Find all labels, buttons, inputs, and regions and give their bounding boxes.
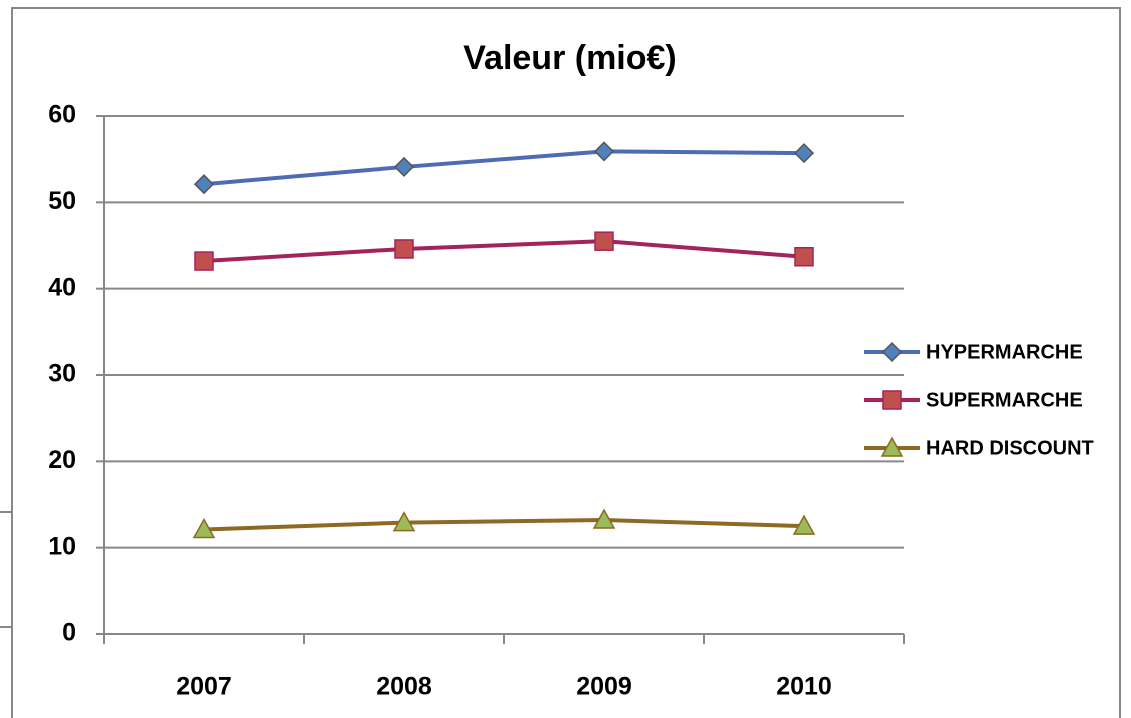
series-line: [203, 149, 805, 187]
legend-marker: [880, 436, 904, 457]
point-marker: [393, 156, 415, 177]
legend-marker: [881, 341, 903, 363]
series-line: [203, 239, 805, 264]
point-marker: [593, 141, 615, 162]
point-marker: [392, 511, 416, 532]
x-tick-label: 2009: [576, 673, 632, 701]
y-tick-label: 0: [62, 619, 76, 647]
point-marker: [192, 517, 216, 539]
y-tick-label: 50: [48, 187, 76, 215]
point-marker: [793, 143, 815, 164]
legend-marker: [882, 390, 902, 410]
x-tick-label: 2007: [176, 673, 232, 701]
point-marker: [194, 251, 214, 271]
legend-label: HYPERMARCHE: [926, 341, 1083, 363]
y-tick-label: 10: [48, 532, 76, 560]
point-marker: [792, 514, 816, 535]
legend-label: HARD DISCOUNT: [926, 437, 1094, 459]
point-marker: [794, 246, 814, 267]
chart-frame: [11, 7, 1121, 718]
series-line: [203, 518, 805, 532]
point-marker: [594, 231, 614, 251]
point-marker: [394, 239, 414, 259]
y-tick-label: 30: [48, 360, 76, 388]
y-tick-label: 20: [48, 446, 76, 474]
x-tick-label: 2010: [776, 673, 832, 701]
x-tick-label: 2008: [376, 673, 432, 701]
point-marker: [193, 174, 215, 195]
chart-title: Valeur (mio€): [463, 39, 677, 77]
point-marker: [592, 508, 616, 529]
y-tick-label: 40: [48, 273, 76, 301]
legend-label: SUPERMARCHE: [926, 389, 1083, 411]
y-tick-label: 60: [48, 101, 76, 129]
